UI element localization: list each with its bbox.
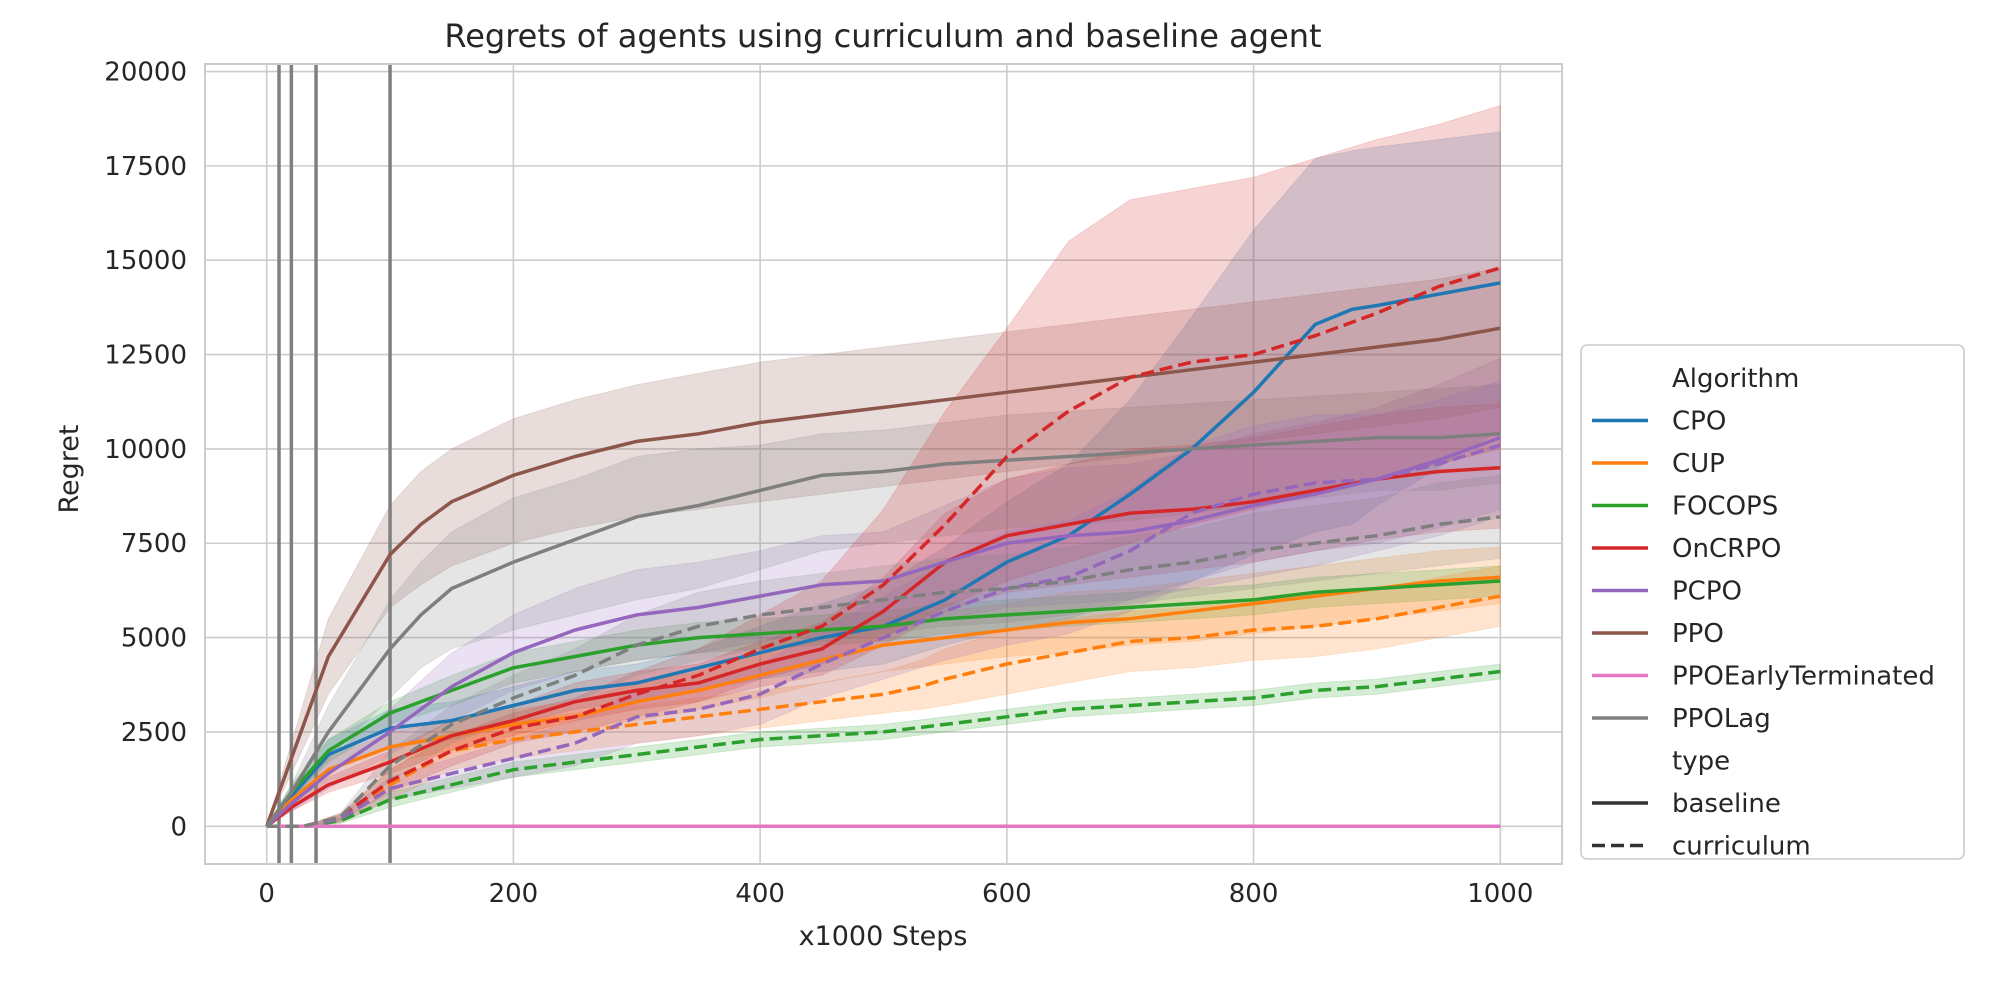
legend-title-algorithm: Algorithm bbox=[1672, 364, 1799, 394]
legend-item-oncrpo: OnCRPO bbox=[1672, 534, 1781, 564]
legend-item-cpo: CPO bbox=[1672, 407, 1726, 437]
x-axis-label: x1000 Steps bbox=[799, 921, 968, 952]
x-tick-label: 1000 bbox=[1467, 879, 1533, 909]
legend-item-focops: FOCOPS bbox=[1672, 492, 1778, 522]
y-tick-label: 20000 bbox=[104, 58, 187, 88]
legend-item-pcpo: PCPO bbox=[1672, 577, 1742, 607]
plot-frame bbox=[204, 63, 1563, 865]
legend-item-ppoearlyterminated: PPOEarlyTerminated bbox=[1672, 662, 1935, 692]
chart-title: Regrets of agents using curriculum and b… bbox=[444, 17, 1321, 55]
legend-title-type: type bbox=[1672, 747, 1730, 777]
line-oncrpo-baseline bbox=[265, 466, 1501, 828]
band-pcpo-baseline bbox=[266, 357, 1501, 827]
legend-box bbox=[1580, 344, 1965, 860]
y-tick-label: 0 bbox=[170, 812, 187, 842]
line-ppolag-curriculum bbox=[266, 515, 1501, 829]
x-tick-label: 200 bbox=[489, 879, 539, 909]
y-tick-label: 12500 bbox=[104, 341, 187, 371]
legend-item-curriculum: curriculum bbox=[1672, 832, 1811, 862]
legend-item-baseline: baseline bbox=[1672, 789, 1781, 819]
legend-item-cup: CUP bbox=[1672, 449, 1725, 479]
x-tick-label: 800 bbox=[1229, 879, 1279, 909]
y-axis-label: Regret bbox=[54, 424, 85, 513]
y-tick-label: 17500 bbox=[104, 152, 187, 182]
line-ppo-baseline bbox=[265, 326, 1501, 827]
y-tick-label: 2500 bbox=[121, 718, 187, 748]
y-tick-label: 5000 bbox=[121, 624, 187, 654]
legend: Algorithm CPO CUP FOCOPS OnCRPO PCPO PPO PPOEar… bbox=[1580, 344, 1965, 862]
legend-item-ppolag: PPOLag bbox=[1672, 704, 1771, 734]
y-tick-label: 7500 bbox=[121, 529, 187, 559]
y-tick-label: 15000 bbox=[104, 246, 187, 276]
x-tick-label: 0 bbox=[258, 879, 275, 909]
line-pcpo-baseline bbox=[265, 435, 1501, 828]
line-ppolag-baseline bbox=[265, 432, 1501, 828]
line-oncrpo-curriculum bbox=[266, 266, 1501, 829]
legend-item-ppo: PPO bbox=[1672, 619, 1724, 649]
y-tick-label: 10000 bbox=[104, 435, 187, 465]
line-focops-curriculum bbox=[266, 669, 1501, 829]
line-pcpo-curriculum bbox=[266, 443, 1501, 829]
band-ppo-baseline bbox=[266, 267, 1501, 827]
x-tick-label: 400 bbox=[735, 879, 785, 909]
x-tick-label: 600 bbox=[982, 879, 1032, 909]
